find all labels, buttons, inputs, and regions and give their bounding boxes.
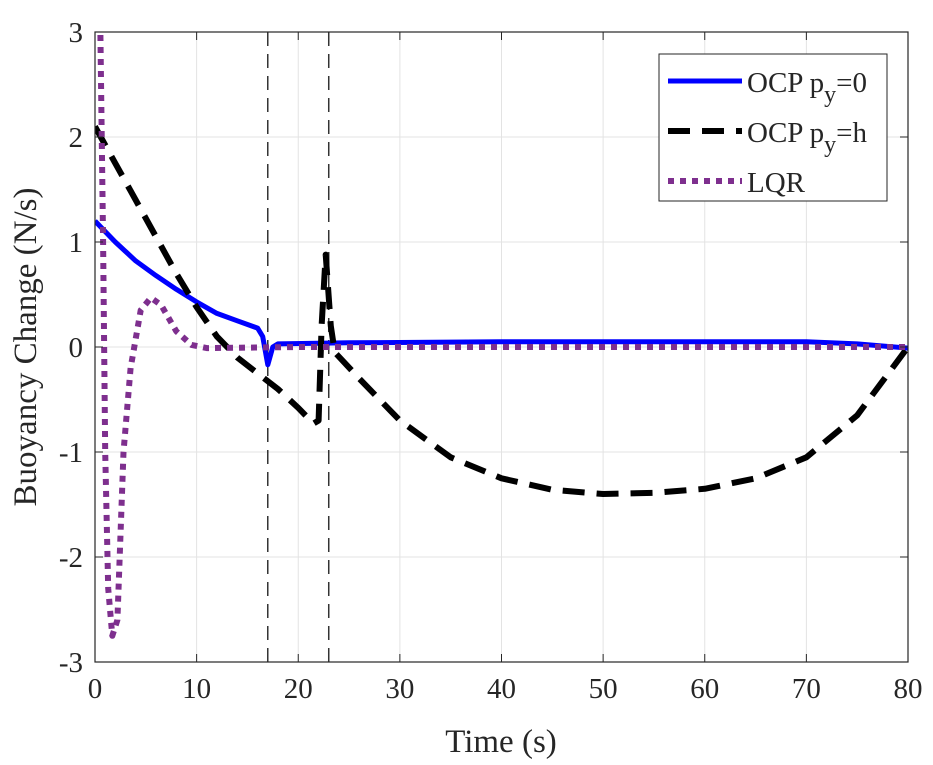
y-tick-label: 0 — [69, 332, 84, 364]
x-tick-label: 20 — [284, 673, 313, 705]
x-tick-label: 40 — [487, 673, 516, 705]
x-axis-label: Time (s) — [445, 724, 557, 760]
y-tick-label: 3 — [69, 17, 84, 49]
legend-entry: OCP py=0 — [747, 67, 867, 108]
x-tick-label: 70 — [792, 673, 821, 705]
y-tick-label: -1 — [59, 437, 83, 469]
y-tick-label: 2 — [69, 122, 84, 154]
y-tick-label: -3 — [59, 647, 83, 679]
x-tick-label: 50 — [589, 673, 618, 705]
y-tick-label: 1 — [69, 227, 84, 259]
legend-entry: OCP py=h — [747, 117, 867, 158]
x-tick-label: 80 — [894, 673, 923, 705]
x-tick-label: 60 — [690, 673, 719, 705]
x-tick-label: 10 — [182, 673, 211, 705]
series-line-0 — [95, 219, 908, 368]
y-tick-label: -2 — [59, 542, 83, 574]
x-tick-label: 30 — [385, 673, 414, 705]
series-line-2 — [97, 32, 908, 639]
y-axis-label: Buoyancy Change (N/s) — [8, 188, 44, 507]
legend: OCP py=0 OCP py=h LQR — [658, 53, 888, 202]
x-tick-label: 0 — [88, 673, 103, 705]
legend-entry: LQR — [747, 167, 806, 199]
series-line-1 — [95, 125, 908, 497]
